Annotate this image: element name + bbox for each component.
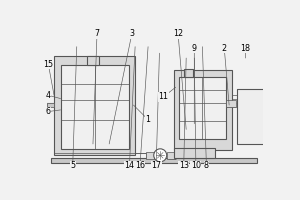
Bar — [174, 148, 214, 158]
Text: 3: 3 — [129, 29, 134, 38]
Circle shape — [154, 149, 167, 162]
Text: 2: 2 — [222, 44, 227, 53]
Bar — [146, 152, 154, 159]
Bar — [87, 56, 99, 65]
Bar — [179, 77, 226, 139]
Bar — [51, 158, 257, 163]
Bar — [54, 56, 135, 155]
Text: 5: 5 — [70, 161, 75, 170]
Text: 10: 10 — [191, 161, 201, 170]
Bar — [174, 70, 233, 150]
Bar — [61, 65, 129, 149]
Text: 9: 9 — [192, 44, 197, 53]
Text: 16: 16 — [135, 161, 145, 170]
Text: 12: 12 — [173, 29, 183, 38]
Text: 11: 11 — [158, 92, 169, 101]
Bar — [226, 100, 236, 107]
Text: 8: 8 — [204, 161, 209, 170]
Bar — [184, 69, 194, 77]
Text: 6: 6 — [46, 107, 51, 116]
Bar — [167, 152, 175, 159]
Bar — [47, 103, 54, 107]
Text: 17: 17 — [151, 161, 161, 170]
Text: 15: 15 — [43, 60, 53, 69]
Text: 4: 4 — [46, 91, 51, 100]
Text: 1: 1 — [146, 115, 151, 124]
Bar — [237, 89, 266, 144]
Text: 7: 7 — [94, 29, 100, 38]
Text: 13: 13 — [179, 161, 189, 170]
Text: 18: 18 — [240, 44, 250, 53]
Text: 14: 14 — [124, 161, 134, 170]
